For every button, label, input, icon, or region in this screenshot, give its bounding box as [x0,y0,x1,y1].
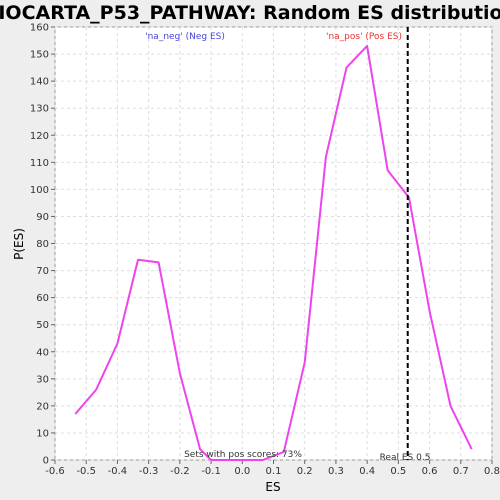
y-tick-label: 100 [30,185,49,196]
x-tick-label: 0.8 [484,466,500,477]
x-tick-label: -0.6 [45,466,65,477]
x-axis-label: ES [265,480,280,494]
y-tick-label: 20 [36,401,49,412]
real-es-annotation: Real ES 0.5 [380,453,431,463]
chart-title: BIOCARTA_P53_PATHWAY: Random ES distribu… [0,2,500,24]
x-tick-label: 0.1 [266,466,282,477]
sets-with-pos-scores-annotation: Sets with pos scores: 73% [184,450,302,460]
y-axis-label: P(ES) [12,228,26,260]
y-tick-label: 50 [36,320,49,331]
y-tick-label: 0 [43,456,49,467]
y-tick-label: 150 [30,50,49,61]
x-tick-label: 0.0 [234,466,250,477]
x-tick-label: 0.6 [422,466,438,477]
y-tick-label: 40 [36,347,49,358]
neg-es-annotation: 'na_neg' (Neg ES) [145,32,225,42]
y-tick-label: 70 [36,266,49,277]
y-tick-label: 140 [30,77,49,88]
y-tick-label: 60 [36,293,49,304]
y-tick-label: 120 [30,131,49,142]
y-tick-label: 10 [36,428,49,439]
data-marks [74,27,473,461]
x-tick-label: -0.2 [170,466,190,477]
x-tick-label: 0.5 [390,466,406,477]
axes: 0 10 20 30 40 50 60 70 80 90 100 110 120 130 140 150 160… [30,23,500,478]
pos-es-annotation: 'na_pos' (Pos ES) [326,32,402,42]
es-distribution-line [74,44,473,461]
x-tick-label: -0.5 [76,466,96,477]
y-tick-label: 130 [30,104,49,115]
y-tick-label: 160 [30,23,49,34]
grid-lines [54,26,493,461]
x-tick-label: -0.3 [139,466,159,477]
y-tick-label: 80 [36,239,49,250]
x-tick-label: 0.3 [328,466,344,477]
x-tick-label: -0.4 [108,466,128,477]
y-tick-label: 110 [30,158,49,169]
y-tick-label: 30 [36,374,49,385]
x-tick-label: 0.4 [359,466,375,477]
y-tick-label: 90 [36,212,49,223]
x-tick-label: 0.7 [453,466,469,477]
x-tick-label: -0.1 [201,466,221,477]
x-tick-label: 0.2 [297,466,313,477]
